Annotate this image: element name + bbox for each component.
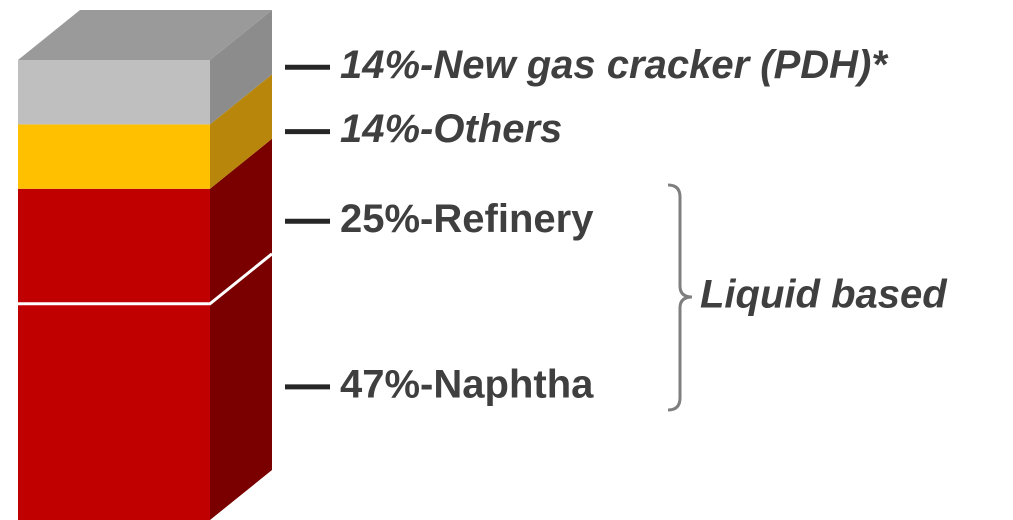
bar-segment-side xyxy=(210,74,272,189)
bar-segment xyxy=(18,60,210,125)
data-label: 47%-Naphtha xyxy=(340,362,594,406)
data-label: 14%-New gas cracker (PDH)* xyxy=(340,43,889,87)
bar-stack: 47%-Naphtha 25%-Refinery 14%-Others 14%-New… xyxy=(18,10,889,520)
bar-segment xyxy=(18,188,210,304)
bar-segment xyxy=(18,124,210,189)
brace xyxy=(667,183,693,412)
bar-top xyxy=(18,10,272,60)
data-label: 14%-Others xyxy=(340,107,562,151)
bar-segment-side xyxy=(210,10,272,125)
segment-divider xyxy=(18,252,273,306)
annotation: Liquid based xyxy=(700,273,948,317)
bar-segment-side xyxy=(210,138,272,304)
data-label: 25%-Refinery xyxy=(340,197,594,241)
bar-segment xyxy=(18,303,210,520)
bar-segment-side xyxy=(210,253,272,520)
